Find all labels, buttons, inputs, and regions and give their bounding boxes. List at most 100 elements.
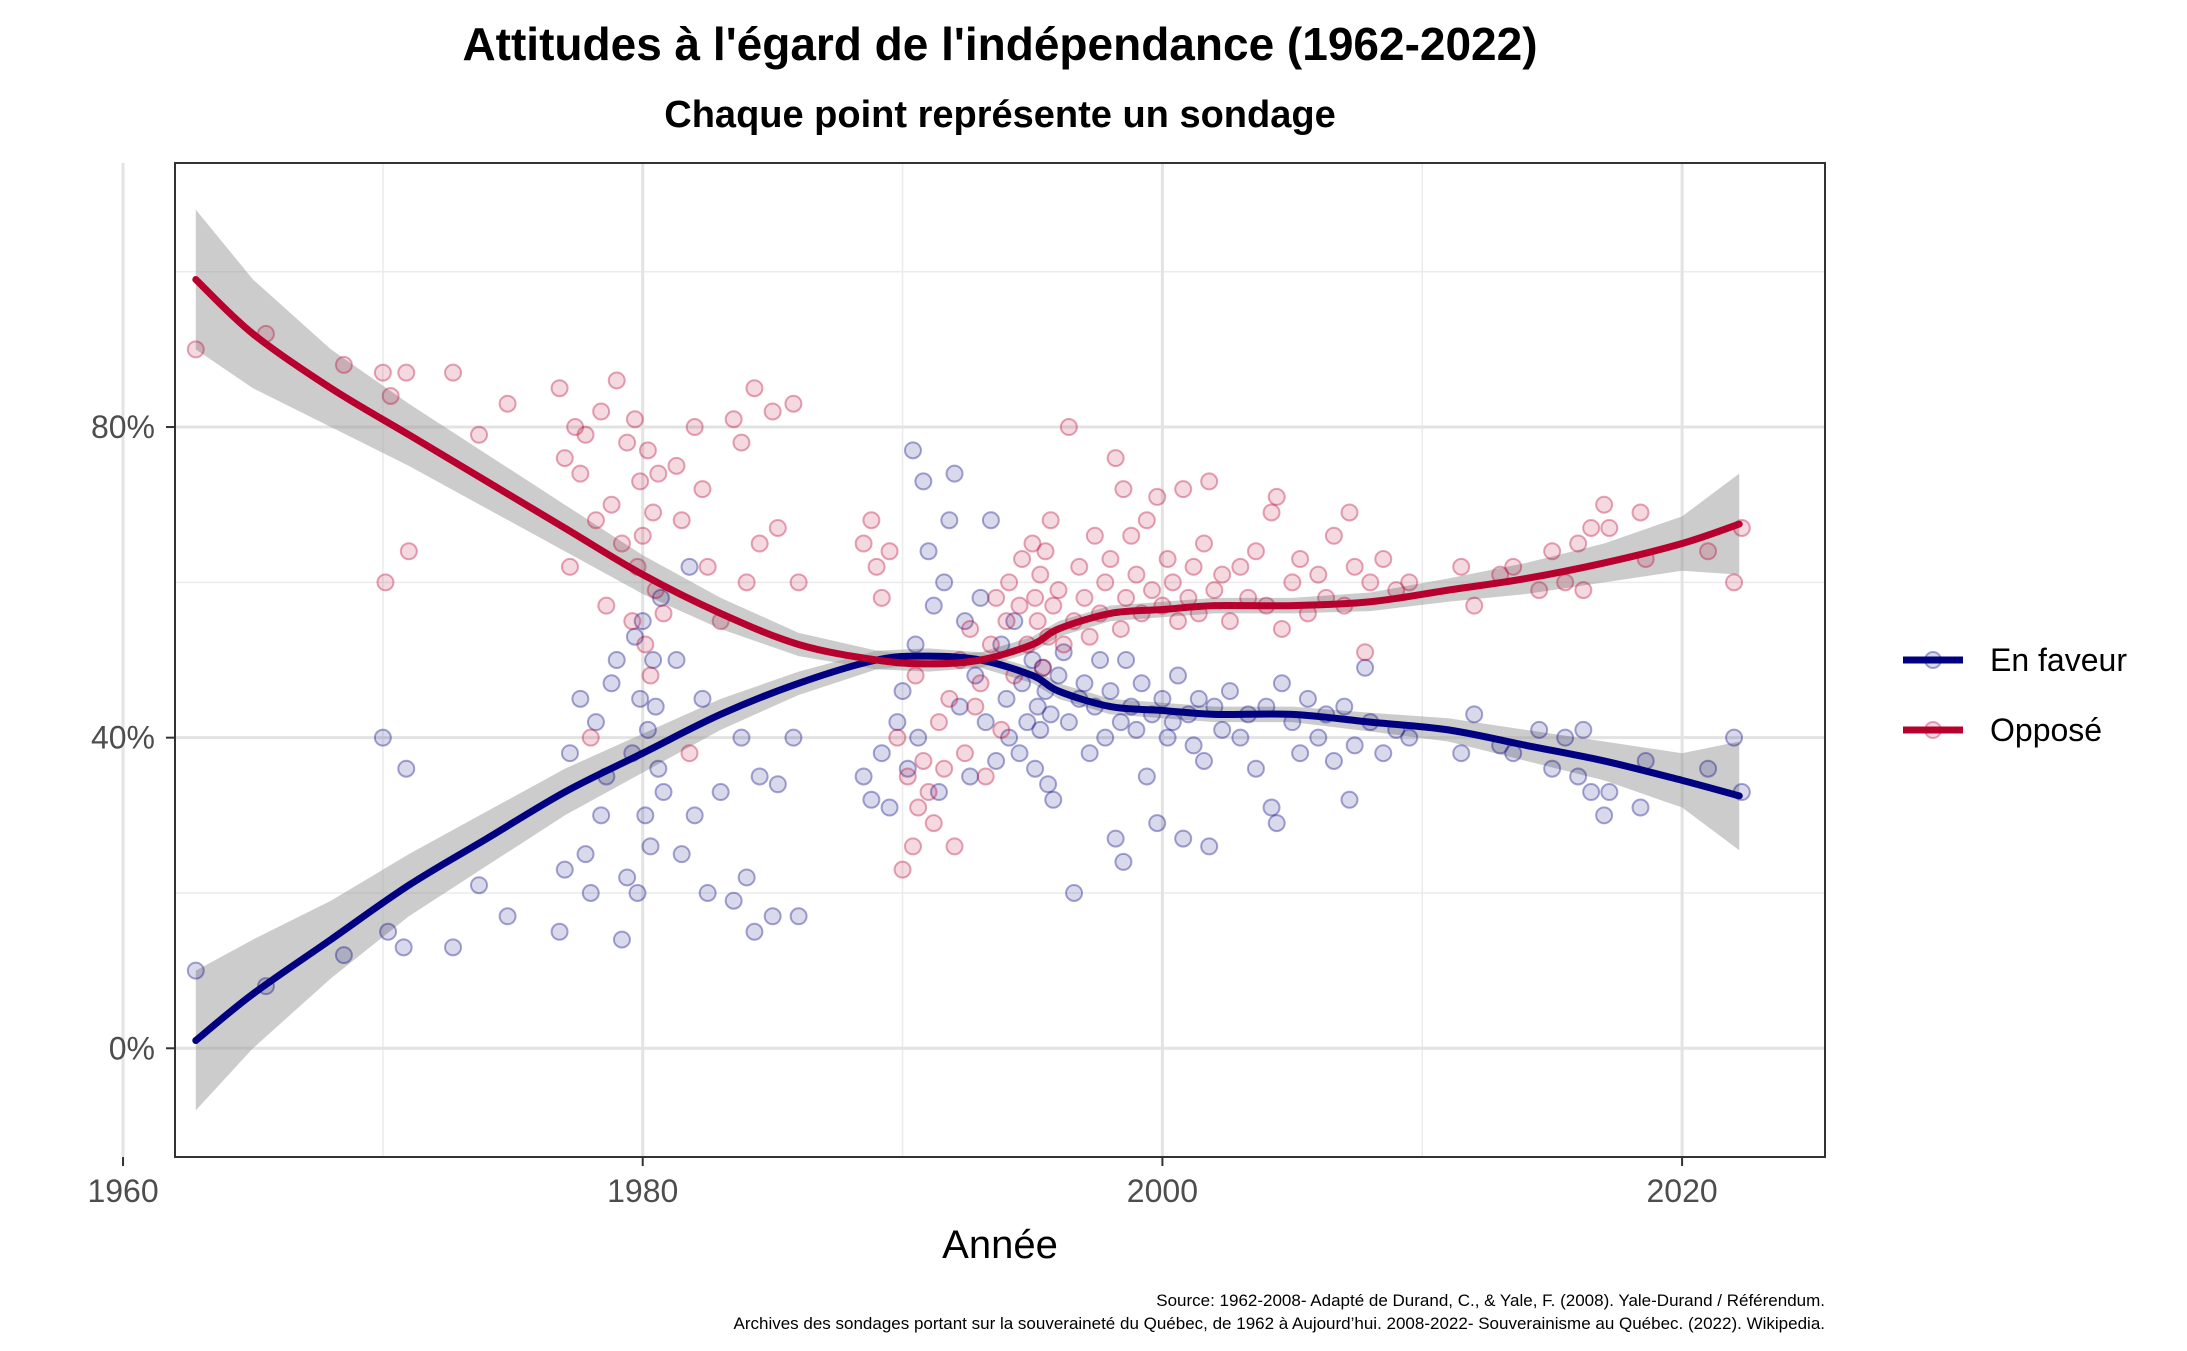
data-point-series-0 [631, 689, 650, 708]
data-point-series-0 [935, 573, 954, 592]
data-point-series-0 [940, 511, 959, 530]
data-point-series-1 [623, 612, 642, 631]
data-point-series-0 [1044, 790, 1063, 809]
data-point-series-1 [1262, 503, 1281, 522]
data-point-series-0 [1400, 728, 1419, 747]
data-point-series-1 [592, 402, 611, 421]
data-point-series-0 [1272, 674, 1291, 693]
data-point-series-1 [1543, 542, 1562, 561]
caption-line-1: Source: 1962-2008- Adapté de Durand, C.,… [1156, 1291, 1825, 1310]
data-point-series-1 [981, 635, 1000, 654]
data-point-series-0 [1231, 728, 1250, 747]
data-point-series-1 [1070, 557, 1089, 576]
data-point-series-0 [724, 891, 743, 910]
data-point-series-1 [903, 837, 922, 856]
data-point-series-1 [1465, 596, 1484, 615]
data-point-series-0 [961, 767, 980, 786]
data-point-series-1 [940, 689, 959, 708]
data-point-series-0 [571, 689, 590, 708]
data-point-series-0 [1054, 643, 1073, 662]
data-point-series-0 [1543, 759, 1562, 778]
data-point-series-0 [1005, 612, 1024, 631]
data-point-series-0 [750, 767, 769, 786]
data-point-series-1 [1324, 526, 1343, 545]
data-point-series-0 [1465, 705, 1484, 724]
data-point-series-0 [1267, 814, 1286, 833]
y-tick-label: 40% [91, 720, 155, 756]
data-point-series-0 [1106, 829, 1125, 848]
data-point-series-1 [607, 371, 626, 390]
chart-subtitle: Chaque point représente un sondage [664, 94, 1335, 136]
data-point-series-1 [1033, 658, 1052, 677]
data-point-series-0 [394, 938, 413, 957]
data-point-series-1 [854, 534, 873, 553]
data-point-series-1 [1631, 503, 1650, 522]
data-point-series-0 [1213, 720, 1232, 739]
data-point-series-0 [444, 938, 463, 957]
data-point-series-0 [862, 790, 881, 809]
data-point-series-1 [784, 394, 803, 413]
data-point-series-1 [987, 588, 1006, 607]
data-point-series-0 [1174, 829, 1193, 848]
data-point-series-0 [550, 922, 569, 941]
confidence-bands [195, 209, 1740, 1111]
data-point-series-1 [1569, 534, 1588, 553]
data-point-series-0 [1117, 651, 1136, 669]
data-point-series-1 [376, 573, 395, 592]
data-point-series-0 [955, 612, 974, 631]
data-point-series-0 [1114, 852, 1133, 871]
data-point-series-0 [1163, 713, 1182, 732]
data-point-series-0 [1298, 689, 1317, 708]
data-point-series-1 [1272, 619, 1291, 638]
data-point-series-0 [1595, 806, 1614, 825]
data-point-series-1 [399, 542, 418, 561]
data-point-series-0 [649, 759, 668, 778]
data-point-series-1 [1163, 573, 1182, 592]
data-point-series-1 [625, 410, 644, 429]
data-point-series-0 [914, 472, 933, 491]
data-point-series-1 [602, 495, 621, 514]
data-point-series-0 [1080, 744, 1099, 763]
data-point-series-1 [1699, 542, 1718, 561]
data-point-series-1 [898, 767, 917, 786]
data-point-series-0 [1309, 728, 1328, 747]
y-tick-label: 80% [91, 409, 155, 445]
x-tick-label: 1980 [607, 1173, 678, 1209]
data-point-series-0 [1041, 705, 1060, 724]
data-point-series-1 [641, 666, 660, 685]
data-point-series-1 [1075, 588, 1094, 607]
data-point-series-0 [1184, 736, 1203, 755]
data-point-series-0 [711, 783, 730, 802]
data-point-series-1 [1114, 480, 1133, 499]
data-point-series-1 [961, 619, 980, 638]
data-point-series-0 [586, 713, 605, 732]
data-point-series-1 [1106, 449, 1125, 468]
data-point-series-1 [1595, 495, 1614, 514]
data-point-series-1 [581, 728, 600, 747]
data-point-series-1 [1556, 573, 1575, 592]
data-point-series-0 [789, 907, 808, 926]
data-point-series-1 [1400, 573, 1419, 592]
grid [121, 163, 1825, 1157]
data-point-series-1 [597, 596, 616, 615]
plot-panel-border [174, 162, 1826, 1158]
data-point-series-0 [693, 689, 712, 708]
data-point-series-1 [955, 744, 974, 763]
data-point-series-1 [745, 379, 764, 398]
data-point-series-1 [1574, 581, 1593, 600]
data-point-series-1 [693, 480, 712, 499]
data-point-series-1 [1158, 550, 1177, 569]
data-point-series-0 [618, 868, 637, 887]
data-point-series-0 [1582, 783, 1601, 802]
data-point-series-0 [1246, 759, 1265, 778]
data-point-series-1 [1101, 550, 1120, 569]
data-point-series-0 [1000, 728, 1019, 747]
legend-label: En faveur [1990, 642, 2127, 678]
data-point-series-0 [737, 868, 756, 887]
data-point-series-0 [1699, 759, 1718, 778]
data-point-series-0 [929, 783, 948, 802]
chart-title: Attitudes à l'égard de l'indépendance (1… [462, 18, 1537, 70]
data-point-series-0 [1023, 651, 1042, 669]
data-point-series-0 [397, 759, 416, 778]
data-point-series-1 [498, 394, 517, 413]
